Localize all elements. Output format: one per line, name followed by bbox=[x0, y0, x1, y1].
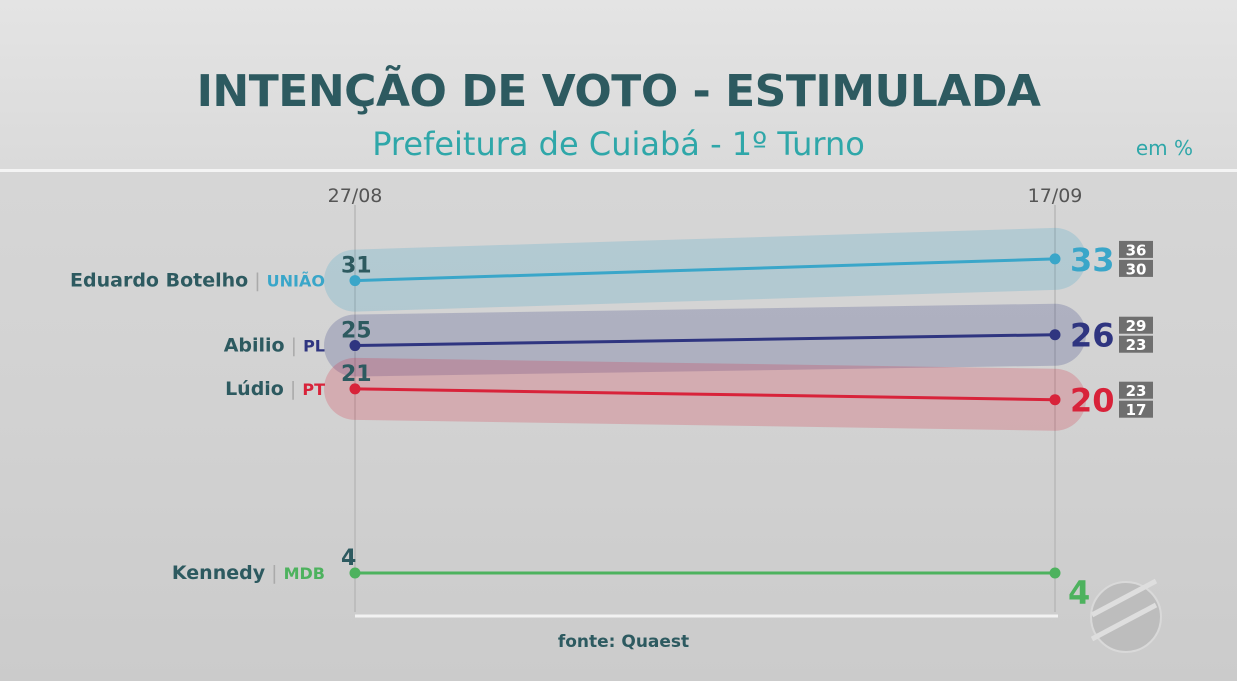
separator: | bbox=[284, 378, 302, 400]
range-box bbox=[1119, 240, 1153, 258]
range-box bbox=[1119, 400, 1153, 418]
range-low-label: 17 bbox=[1126, 401, 1147, 419]
candidate-label: Kennedy | MDB bbox=[172, 562, 325, 584]
start-value-label: 31 bbox=[341, 254, 372, 279]
series-line bbox=[354, 257, 1056, 283]
series-line bbox=[354, 387, 1056, 402]
candidate-name: Kennedy bbox=[172, 562, 266, 584]
range-box bbox=[1119, 259, 1153, 277]
series-line bbox=[354, 333, 1056, 348]
data-point bbox=[1049, 253, 1061, 265]
start-value-label: 21 bbox=[341, 362, 372, 387]
range-low-label: 30 bbox=[1126, 260, 1147, 278]
broadcaster-logo bbox=[1090, 578, 1162, 653]
separator: | bbox=[248, 270, 266, 292]
candidate-name: Abilio bbox=[224, 335, 285, 357]
data-point bbox=[349, 567, 361, 579]
data-point bbox=[1049, 567, 1061, 579]
start-value-label: 4 bbox=[341, 546, 356, 571]
range-high-label: 29 bbox=[1126, 317, 1147, 335]
range-box bbox=[1119, 316, 1153, 334]
end-value-label: 20 bbox=[1070, 382, 1115, 420]
candidate-label: Lúdio | PT bbox=[225, 378, 325, 400]
x-tick-label: 17/09 bbox=[1028, 185, 1083, 207]
range-box bbox=[1119, 381, 1153, 399]
range-high-label: 36 bbox=[1126, 241, 1147, 259]
party-label: PL bbox=[303, 337, 325, 356]
separator: | bbox=[265, 562, 283, 584]
header bbox=[0, 0, 1237, 170]
candidate-label: Abilio | PL bbox=[224, 335, 325, 357]
party-label: UNIÃO bbox=[267, 272, 325, 291]
data-point bbox=[349, 383, 361, 395]
source-label: fonte: Quaest bbox=[557, 632, 690, 652]
candidate-label: Eduardo Botelho | UNIÃO bbox=[70, 270, 325, 292]
unit-label: em % bbox=[1135, 136, 1193, 160]
candidate-name: Eduardo Botelho bbox=[70, 270, 248, 292]
end-value-label: 26 bbox=[1070, 317, 1115, 355]
header-divider bbox=[0, 169, 1237, 172]
end-value-label: 33 bbox=[1070, 241, 1115, 279]
data-point bbox=[349, 275, 361, 287]
party-label: PT bbox=[302, 380, 325, 399]
chart-title: INTENÇÃO DE VOTO - ESTIMULADA bbox=[196, 66, 1041, 117]
chart-subtitle: Prefeitura de Cuiabá - 1º Turno bbox=[372, 125, 865, 163]
start-value-label: 25 bbox=[341, 319, 372, 344]
x-tick-label: 27/08 bbox=[328, 185, 383, 207]
data-point bbox=[1049, 329, 1061, 341]
party-label: MDB bbox=[284, 564, 325, 583]
range-low-label: 23 bbox=[1126, 336, 1147, 354]
end-value-label: 4 bbox=[1068, 574, 1090, 612]
data-point bbox=[1049, 394, 1061, 406]
range-high-label: 23 bbox=[1126, 382, 1147, 400]
candidate-name: Lúdio bbox=[225, 378, 284, 400]
range-box bbox=[1119, 335, 1153, 353]
data-point bbox=[349, 340, 361, 352]
separator: | bbox=[285, 335, 303, 357]
